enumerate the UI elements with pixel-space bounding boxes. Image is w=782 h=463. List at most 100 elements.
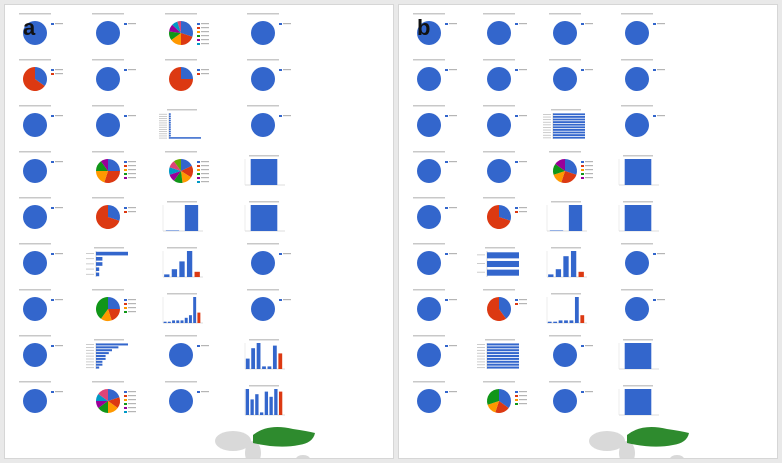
b-r1-c1-pie-title-line (483, 59, 515, 61)
a-r5-c1-barchart-bar (96, 251, 128, 256)
b-r7-c1-barchart-tick-label (477, 349, 485, 351)
b-r1-c2-pie-slice (553, 67, 577, 91)
b-r7-c1-barchart-bar (487, 357, 519, 360)
a-r7-c3-barchart-title-line (249, 339, 279, 341)
a-r6-c2-barchart-bar (184, 317, 188, 323)
b-r8-c3-barchart-title-line (623, 385, 653, 387)
a-r2-c2-barchart-tick-label (159, 129, 167, 130)
b-r6-c0-pie-legend-swatch (445, 299, 448, 301)
b-r4-c1-pie-legend-text (519, 207, 527, 209)
a-r8-c3-barchart-title-line (249, 385, 279, 387)
b-r2-c1-pie-slice (487, 113, 511, 137)
a-r7-c1-barchart-tick-label (86, 349, 94, 351)
b-r4-c1-pie-slice (487, 205, 511, 230)
a-r5-c1-barchart-bar (96, 272, 100, 277)
a-r6-c1-pie-slice (108, 309, 120, 321)
a-r2-c2-barchart-tick-label (159, 126, 167, 128)
b-r3-c0-pie-legend-swatch (445, 161, 448, 163)
a-r5-c0-pie-title-line (19, 243, 51, 245)
a-r2-c2-barchart-bar (169, 115, 171, 118)
a-r0-c2-pie-legend-text (201, 27, 209, 29)
a-r8-c2-pie-slice (169, 389, 193, 413)
a-r2-c2-barchart-bar (169, 121, 171, 124)
a-r2-c0-pie-slice (23, 113, 47, 137)
b-r5-c3-pie-legend-swatch (653, 253, 656, 255)
a-r8-c1-pie-legend-text (128, 391, 136, 393)
a-r3-c2-pie-slice (169, 161, 181, 171)
b-r2-c2-barchart-bar (553, 123, 585, 126)
panel-b: b (398, 4, 778, 459)
a-r0-c0-pie-slice (23, 21, 47, 45)
b-r7-c2-pie-legend-swatch (581, 345, 584, 347)
b-r2-c2-barchart-bar (553, 134, 585, 137)
a-map-land-eurasia (253, 427, 315, 447)
b-r5-c1-barchart-title-line (485, 247, 515, 249)
a-r3-c2-pie-legend-text (201, 181, 209, 183)
b-r7-c1-barchart-title-line (485, 339, 515, 341)
b-r0-c3-pie-legend-swatch (653, 23, 656, 25)
b-r3-c0-pie-slice (417, 159, 441, 183)
b-r6-c3-pie-legend-text (657, 299, 665, 301)
b-r4-c0-pie-legend-swatch (445, 207, 448, 209)
a-r8-c1-pie-title-line (92, 381, 124, 383)
a-r7-c3-barchart-bar (262, 366, 266, 369)
b-r2-c2-barchart-bar (553, 136, 585, 139)
b-r1-c2-pie-title-line (549, 59, 581, 61)
b-r3-c2-pie-slice (565, 159, 577, 175)
a-r4-c1-pie-legend-swatch (124, 211, 127, 213)
a-r3-c1-pie-legend-swatch (124, 169, 127, 171)
a-r1-c3-pie-title-line (247, 59, 279, 61)
a-r6-c1-pie-legend-text (128, 299, 136, 301)
b-r7-c2-pie-title-line (549, 335, 581, 337)
a-r7-c1-barchart-bar (96, 357, 106, 360)
a-r6-c1-pie-legend-swatch (124, 299, 127, 301)
b-r2-c1-pie-title-line (483, 105, 515, 107)
a-r6-c1-pie-slice (100, 309, 112, 322)
b-r6-c1-pie-legend-text (519, 299, 527, 301)
a-r8-c1-pie-slice (98, 401, 108, 413)
a-r7-c2-pie-slice (169, 343, 193, 367)
b-r2-c2-barchart-bar (553, 113, 585, 116)
a-r3-c1-pie-legend-text (128, 177, 136, 179)
a-r6-c1-pie-legend-swatch (124, 303, 127, 305)
a-r8-c2-pie-legend-swatch (197, 391, 200, 393)
b-r7-c2-pie-slice (553, 343, 577, 367)
b-r8-c1-pie-legend-swatch (515, 391, 518, 393)
a-r2-c2-barchart-bar (169, 134, 171, 137)
b-r2-c3-pie-title-line (621, 105, 653, 107)
b-r2-c2-barchart-tick-label (543, 124, 551, 126)
a-r1-c0-pie-slice (35, 67, 47, 87)
a-r6-c0-pie-slice (23, 297, 47, 321)
b-r8-c1-pie-slice (499, 389, 512, 409)
b-r8-c2-pie-title-line (549, 381, 581, 383)
b-r7-c0-pie-legend-swatch (445, 345, 448, 347)
b-r3-c2-pie-legend-text (585, 177, 593, 179)
a-r1-c0-pie-legend-text (55, 73, 63, 75)
a-r0-c0-pie-title-line (19, 13, 51, 15)
b-r8-c1-pie-legend-swatch (515, 399, 518, 401)
a-r8-c2-pie-title-line (165, 381, 197, 383)
a-r0-c2-pie-legend-swatch (197, 31, 200, 33)
b-r5-c2-barchart-bar (570, 251, 577, 277)
a-r3-c1-pie-slice (108, 159, 120, 171)
a-r6-c0-pie-title-line (19, 289, 51, 291)
b-r1-c2-pie-legend-swatch (581, 69, 584, 71)
b-r6-c0-pie-slice (417, 297, 441, 321)
a-r6-c2-barchart-bar (167, 321, 171, 323)
a-r0-c1-pie-slice (96, 21, 120, 45)
a-r5-c1-barchart-tick-label (86, 268, 94, 270)
a-r2-c2-barchart-tick-label (159, 118, 167, 119)
a-r7-c1-barchart-bar (96, 363, 103, 366)
a-r7-c3-barchart-bar (272, 345, 277, 369)
b-r7-c1-barchart-tick-label (477, 352, 485, 354)
b-r0-c3-pie-legend-text (657, 23, 665, 25)
a-r7-c1-barchart-bar (96, 360, 103, 363)
b-r8-c3-barchart-bar (624, 389, 652, 415)
a-r5-c0-pie-slice (23, 251, 47, 275)
a-r1-c2-pie-legend-text (201, 73, 209, 75)
a-r8-c1-pie-slice (108, 389, 120, 401)
a-r7-c1-barchart-title-line (94, 339, 124, 341)
b-r4-c3-barchart-bar (624, 205, 652, 231)
b-r2-c1-pie-legend-text (519, 115, 527, 117)
b-r2-c1-pie-legend-swatch (515, 115, 518, 117)
